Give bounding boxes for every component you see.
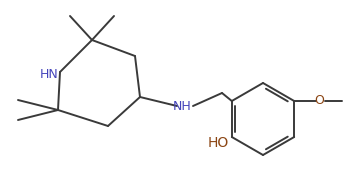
- Text: O: O: [314, 94, 324, 108]
- Text: NH: NH: [173, 100, 191, 112]
- Text: HO: HO: [207, 136, 228, 150]
- Text: HN: HN: [40, 68, 59, 80]
